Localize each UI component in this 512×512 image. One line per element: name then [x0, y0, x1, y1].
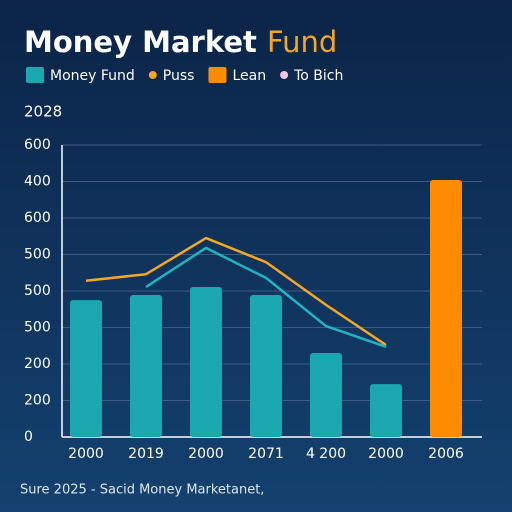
bar: [430, 180, 462, 438]
bar: [250, 295, 282, 437]
bar: [370, 384, 402, 437]
x-tick-label: 2000: [68, 446, 104, 462]
bar: [70, 300, 102, 437]
y-tick-label: 500: [24, 247, 51, 263]
title-main: Money Market: [24, 25, 257, 59]
legend-swatch: [208, 67, 227, 83]
y-tick-label: 0: [24, 429, 33, 445]
title-accent: Fund: [267, 25, 337, 59]
legend-label: To Bich: [293, 68, 343, 84]
footer: Sure 2025 - Sacid Money Marketanet,: [20, 483, 264, 498]
x-tick-label: 2006: [428, 446, 464, 462]
x-tick-label: 2000: [188, 446, 224, 462]
x-tick-label: 4 200: [306, 446, 346, 462]
bar: [130, 295, 162, 437]
bar: [190, 286, 222, 437]
y-tick-label: 200: [24, 356, 51, 372]
legend-swatch: [280, 71, 289, 79]
legend-swatch: [148, 71, 157, 79]
y-tick-label: 400: [24, 174, 51, 190]
y-tick-label: 600: [24, 210, 51, 226]
y-tick-label: 600: [24, 137, 51, 153]
line: [85, 236, 387, 347]
subtitle: 2028: [24, 103, 62, 121]
y-tick-label: 500: [24, 283, 51, 299]
bar: [310, 353, 342, 437]
legend-label: Money Fund: [50, 68, 135, 84]
x-tick-label: 2000: [368, 446, 404, 462]
legend-label: Lean: [232, 68, 266, 84]
legend: Money Fund Puss Lean To Bich: [26, 67, 343, 84]
y-tick-label: 500: [24, 320, 51, 336]
x-tick-label: 2019: [128, 446, 164, 462]
chart-title: Money Market Fund: [24, 25, 337, 59]
line: [145, 246, 387, 349]
legend-swatch: [26, 67, 44, 83]
y-tick-label: 200: [24, 393, 51, 409]
legend-label: Puss: [163, 68, 195, 84]
x-tick-label: 2071: [248, 446, 284, 462]
